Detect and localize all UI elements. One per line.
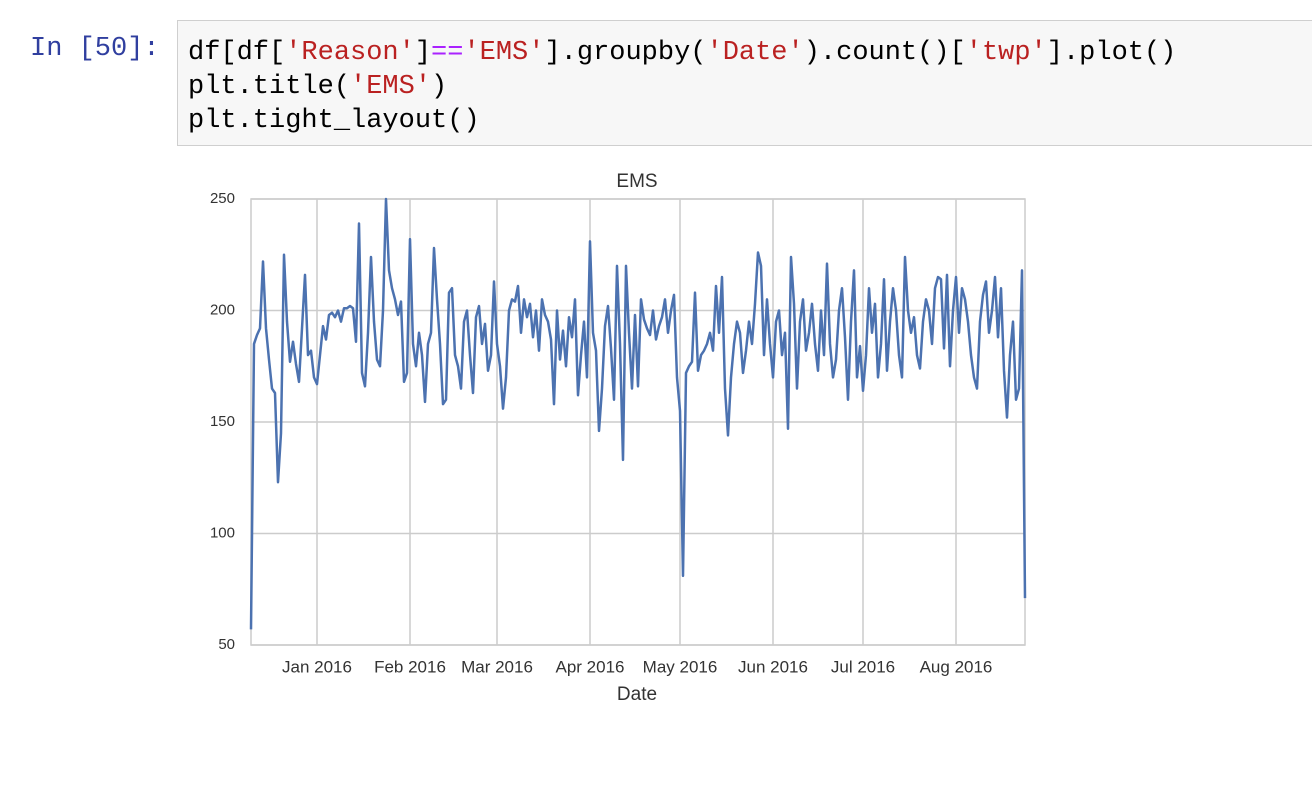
x-tick-label: Apr 2016: [556, 657, 625, 676]
code-token: ==: [431, 38, 464, 68]
code-token: 'twp': [965, 38, 1047, 68]
code-token: 'Date': [706, 38, 804, 68]
code-token: df[df[: [188, 38, 286, 68]
x-tick-label: Jun 2016: [738, 657, 808, 676]
code-token: plt.tight_layout(): [188, 106, 480, 136]
code-token: ].groupby(: [544, 38, 707, 68]
y-tick-label: 100: [210, 524, 235, 541]
x-tick-label: Aug 2016: [920, 657, 993, 676]
line-series: [249, 197, 1027, 630]
code-line: plt.title('EMS'): [188, 70, 1312, 104]
code-token: ).count()[: [803, 38, 966, 68]
code-token: plt.title(: [188, 72, 351, 102]
x-tick-label: Jul 2016: [831, 657, 895, 676]
code-line: df[df['Reason']=='EMS'].groupby('Date').…: [188, 36, 1312, 70]
y-tick-label: 250: [210, 190, 235, 207]
x-tick-label: Jan 2016: [282, 657, 352, 676]
y-tick-label: 200: [210, 301, 235, 318]
code-token: ): [431, 72, 448, 102]
code-token: ]: [414, 38, 432, 68]
code-token: ].plot(): [1046, 38, 1177, 68]
x-tick-label: Feb 2016: [374, 657, 446, 676]
cell-prompt: In [50]:: [30, 34, 160, 64]
y-tick-label: 50: [218, 636, 235, 653]
code-token: 'EMS': [463, 38, 545, 68]
code-cell[interactable]: df[df['Reason']=='EMS'].groupby('Date').…: [177, 20, 1312, 146]
chart-title: EMS: [616, 171, 657, 192]
code-token: 'EMS': [350, 72, 432, 102]
y-tick-label: 150: [210, 413, 235, 430]
x-tick-label: Mar 2016: [461, 657, 533, 676]
x-axis-label: Date: [617, 684, 657, 705]
code-token: 'Reason': [285, 38, 415, 68]
x-tick-label: May 2016: [643, 657, 718, 676]
code-line: plt.tight_layout(): [188, 104, 1312, 138]
